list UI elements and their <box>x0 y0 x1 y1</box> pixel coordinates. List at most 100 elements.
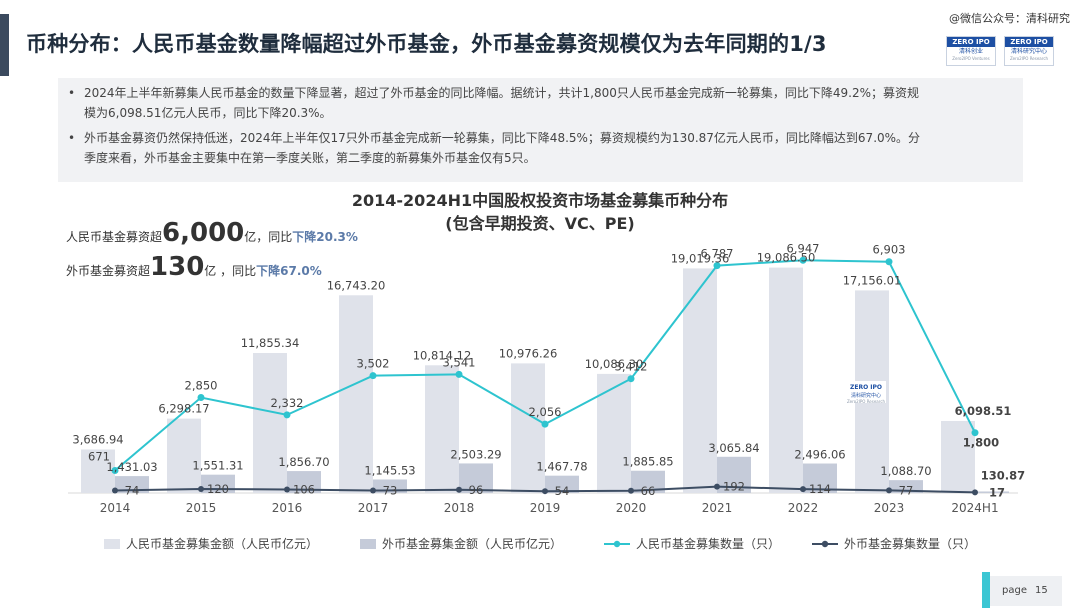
callout-prefix: 外币基金募资超 <box>66 264 151 278</box>
logo-sub-text: 清科研究中心 <box>1010 48 1047 55</box>
legend-swatch <box>360 539 376 549</box>
logo-sub-text: 清科创业 <box>958 48 983 55</box>
rmb-count-point <box>713 262 721 270</box>
callout-highlight: 下降67.0% <box>256 264 322 278</box>
callout-big-number: 130 <box>150 252 205 282</box>
rmb-count-label: 6,903 <box>873 243 906 257</box>
chart-logo-box <box>846 381 886 403</box>
callout-unit: 亿 ，同比 <box>204 264 257 278</box>
rmb-count-point <box>627 375 635 383</box>
usd-count-point <box>714 483 720 490</box>
bullet-line: 2024年上半年新募集人民币基金的数量下降显著，超过了外币基金的同比降幅。据统计… <box>84 86 920 100</box>
usd-count-point <box>800 486 806 493</box>
x-tick-label: 2019 <box>530 501 561 515</box>
bullet-line: 季度来看，外币基金主要集中在第一季度关账，第二季度的新募集外币基金仅有5只。 <box>84 151 536 165</box>
usd-amount-label: 1,551.31 <box>192 459 243 473</box>
legend-label: 人民币基金募集数量（只） <box>636 536 780 551</box>
usd-count-point <box>972 489 978 496</box>
bullet-dot: • <box>68 131 76 145</box>
legend-marker <box>821 540 829 548</box>
bullet-item: • 外币基金募资仍然保持低迷，2024年上半年仅17只外币基金完成新一轮募集，同… <box>68 128 1008 168</box>
rmb-amount-label: 10,086.30 <box>585 357 644 371</box>
rmb-count-label: 1,800 <box>963 436 999 450</box>
usd-count-point <box>112 487 118 494</box>
bullet-item: • 2024年上半年新募集人民币基金的数量下降显著，超过了外币基金的同比降幅。据… <box>68 83 1008 123</box>
usd-count-label: 73 <box>383 484 398 498</box>
rmb-count-point <box>283 411 291 419</box>
chart-subtitle: (包含早期投资、VC、PE) <box>445 214 634 233</box>
rmb-amount-bar <box>253 352 287 493</box>
x-tick-label: 2016 <box>272 501 303 515</box>
rmb-amount-bar <box>81 449 115 493</box>
rmb-count-label: 3,541 <box>443 355 476 369</box>
usd-count-label: 106 <box>293 482 315 496</box>
callout-big-number: 6,000 <box>162 218 245 248</box>
legend-label: 外币基金募集数量（只） <box>844 536 976 551</box>
rmb-count-point <box>799 256 807 264</box>
usd-count-label: 66 <box>641 484 656 498</box>
usd-amount-bar <box>545 475 579 493</box>
rmb-amount-label: 6,298.17 <box>158 402 209 416</box>
summary-box: • 2024年上半年新募集人民币基金的数量下降显著，超过了外币基金的同比降幅。据… <box>58 78 1023 182</box>
rmb-amount-label: 19,086.50 <box>757 251 816 265</box>
left-accent-bar <box>0 14 9 76</box>
rmb-count-label: 3,502 <box>357 357 390 371</box>
rmb-amount-label: 6,098.51 <box>955 404 1012 418</box>
rmb-count-label: 6,947 <box>787 241 820 255</box>
bullet-dot: • <box>68 86 76 100</box>
rmb-amount-label: 16,743.20 <box>327 278 386 292</box>
chart-logo-sub: 清科研究中心 <box>851 392 881 399</box>
legend-label: 外币基金募集金额（人民币亿元） <box>382 536 562 551</box>
x-tick-label: 2018 <box>444 501 475 515</box>
rmb-amount-label: 3,686.94 <box>72 432 123 446</box>
rmb-amount-bar <box>511 363 545 493</box>
legend-marker <box>613 540 621 548</box>
usd-amount-label: 1,431.03 <box>106 460 157 474</box>
x-tick-label: 2015 <box>186 501 217 515</box>
x-tick-label: 2020 <box>616 501 647 515</box>
page-accent-bar <box>982 572 990 608</box>
rmb-amount-label: 19,019.36 <box>671 251 730 265</box>
usd-amount-label: 1,088.70 <box>880 464 931 478</box>
rmb-amount-bar <box>425 365 459 493</box>
usd-amount-label: 1,467.78 <box>536 460 587 474</box>
x-tick-label: 2017 <box>358 501 389 515</box>
bars-layer <box>81 267 1009 493</box>
usd-amount-label: 130.87 <box>981 468 1025 482</box>
bullet-line: 外币基金募资仍然保持低迷，2024年上半年仅17只外币基金完成新一轮募集，同比下… <box>84 131 921 145</box>
usd-callout: 外币基金募资超130亿 ，同比下降67.0% <box>66 252 322 282</box>
zero2ipo-ventures-logo: ZERO IPO 清科创业 Zero2IPO Ventures <box>946 36 996 66</box>
usd-count-label: 74 <box>125 484 140 498</box>
page-indicator-box <box>990 576 1062 606</box>
usd-amount-bar <box>803 463 837 493</box>
callout-highlight: 下降20.3% <box>292 230 358 244</box>
rmb-callout: 人民币基金募资超6,000亿，同比下降20.3% <box>66 218 358 248</box>
chart-title: 2014-2024H1中国股权投资市场基金募集币种分布 <box>352 191 728 210</box>
legend-label: 人民币基金募集金额（人民币亿元） <box>126 536 318 551</box>
page-title: 币种分布：人民币基金数量降幅超过外币基金，外币基金募资规模仅为去年同期的1/3 <box>26 32 827 56</box>
rmb-count-point <box>197 394 205 402</box>
rmb-amount-label: 10,976.26 <box>499 346 558 360</box>
rmb-count-label: 2,332 <box>271 396 304 410</box>
usd-amount-label: 3,065.84 <box>708 441 759 455</box>
logo-sub2-text: Zero2IPO Ventures <box>952 56 990 61</box>
usd-count-point <box>284 486 290 493</box>
fund-currency-chart: 2014-2024H1中国股权投资市场基金募集币种分布 (包含早期投资、VC、P… <box>68 191 1025 551</box>
rmb-amount-bar <box>167 418 201 493</box>
logo-top-text: ZERO IPO <box>947 37 995 47</box>
usd-count-label: 96 <box>469 483 484 497</box>
usd-count-label: 120 <box>207 482 229 496</box>
usd-count-point <box>198 485 204 492</box>
callout-prefix: 人民币基金募资超 <box>66 230 163 244</box>
rmb-count-point <box>369 372 377 380</box>
chart-logo-sub2: Zero2IPO Research <box>847 399 886 404</box>
rmb-amount-bar <box>683 268 717 493</box>
x-ticks-layer: 2014 2015 2016 2017 2018 2019 2020 2021 2022 2023… <box>100 501 999 515</box>
chart-logo-top: ZERO IPO <box>850 384 882 391</box>
rmb-amount-label: 10,814.12 <box>413 348 472 362</box>
rmb-count-point <box>885 258 893 266</box>
usd-amount-bar <box>459 463 493 493</box>
logo-top-text: ZERO IPO <box>1005 37 1053 47</box>
usd-count-label: 17 <box>989 485 1005 499</box>
